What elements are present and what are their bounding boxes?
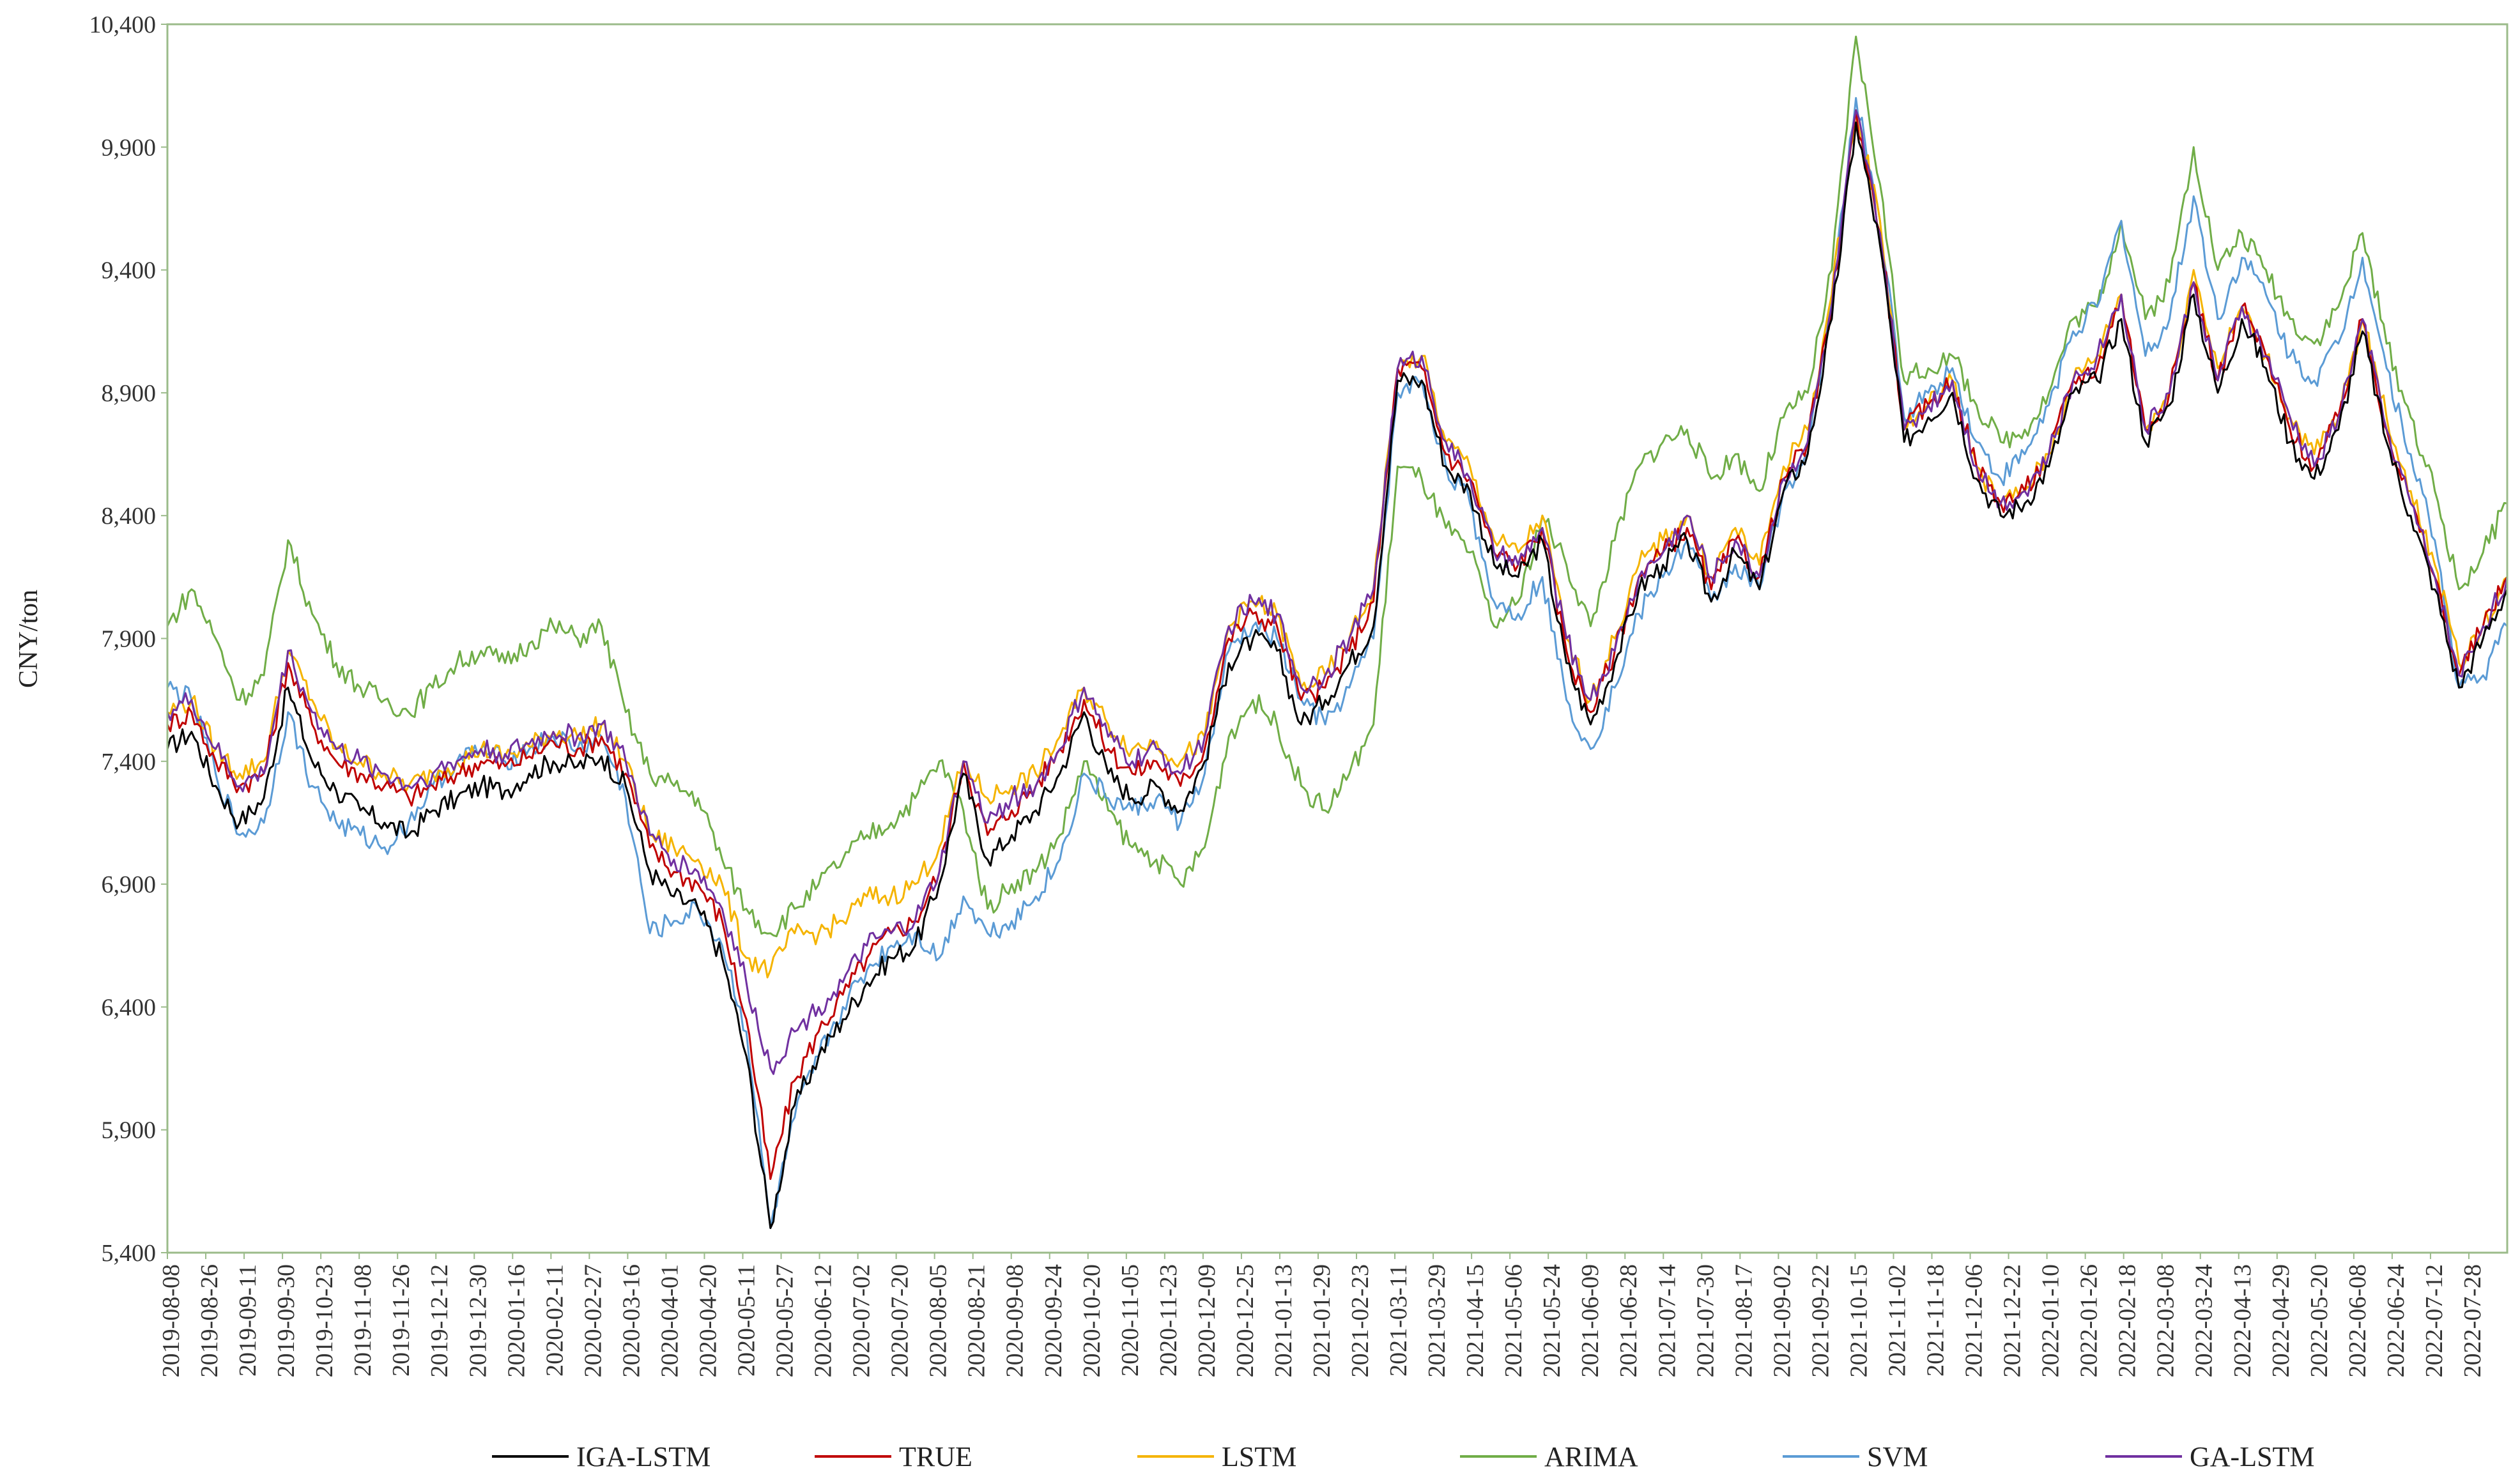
x-tick-label: 2020-08-05: [925, 1264, 952, 1377]
x-tick-label: 2019-09-11: [234, 1264, 261, 1377]
x-tick-label: 2022-04-29: [2268, 1264, 2294, 1377]
series-line-svm: [166, 96, 2508, 1229]
x-tick-label: 2021-05-24: [1539, 1264, 1565, 1377]
x-tick-label: 2022-05-20: [2306, 1264, 2333, 1377]
x-tick-label: 2020-07-02: [849, 1264, 875, 1377]
x-tick-label: 2020-05-27: [772, 1264, 799, 1377]
x-tick-label: 2020-08-21: [964, 1264, 990, 1377]
y-tick-label: 6,900: [102, 871, 157, 898]
legend: IGA-LSTM TRUE LSTM ARIMA SVM GA-LSTM: [492, 1441, 2315, 1472]
series-lines: [166, 35, 2508, 1229]
y-axis-label: CNY/ton: [14, 590, 43, 688]
x-tick-label: 2021-06-28: [1615, 1264, 1642, 1377]
x-tick-label: 2021-11-18: [1923, 1264, 1949, 1377]
y-tick-label: 6,400: [102, 994, 157, 1021]
x-tick-label: 2022-03-08: [2153, 1264, 2179, 1377]
plot-frame: [166, 23, 2508, 1254]
x-tick-label: 2021-07-30: [1692, 1264, 1719, 1377]
x-tick-label: 2022-02-18: [2114, 1264, 2141, 1377]
x-tick-label: 2020-02-27: [580, 1264, 606, 1377]
series-line-iga-lstm: [166, 121, 2508, 1229]
x-tick-label: 2020-05-11: [733, 1264, 760, 1377]
y-axis-ticks: 5,400 5,900 6,400 6,900 7,400 7,900 8,400 8,900…: [89, 11, 167, 1267]
x-tick-label: 2020-04-20: [695, 1264, 721, 1377]
y-tick-label: 9,900: [102, 134, 157, 161]
x-tick-label: 2021-10-15: [1845, 1264, 1872, 1377]
y-tick-label: 5,400: [102, 1240, 157, 1267]
x-tick-label: 2021-12-06: [1961, 1264, 1988, 1377]
x-tick-label: 2022-04-13: [2229, 1264, 2256, 1377]
x-tick-label: 2020-09-24: [1040, 1264, 1067, 1377]
x-tick-label: 2019-12-12: [426, 1264, 453, 1377]
y-tick-label: 8,400: [102, 503, 157, 530]
x-tick-label: 2021-11-02: [1884, 1264, 1910, 1377]
legend-label: LSTM: [1222, 1441, 1296, 1472]
x-tick-label: 2021-02-23: [1347, 1264, 1374, 1377]
x-tick-label: 2021-01-13: [1270, 1264, 1297, 1377]
y-tick-label: 7,400: [102, 749, 157, 775]
x-tick-label: 2019-10-23: [311, 1264, 338, 1377]
x-tick-label: 2022-07-28: [2459, 1264, 2486, 1377]
x-tick-label: 2021-06-09: [1577, 1264, 1604, 1377]
x-tick-label: 2021-01-29: [1309, 1264, 1335, 1377]
x-tick-label: 2019-12-30: [465, 1264, 491, 1377]
x-tick-label: 2020-06-12: [810, 1264, 837, 1377]
x-tick-label: 2019-11-26: [388, 1264, 415, 1377]
x-tick-label: 2020-03-16: [618, 1264, 645, 1377]
x-tick-label: 2021-09-02: [1769, 1264, 1795, 1377]
x-tick-label: 2020-04-01: [656, 1264, 683, 1377]
x-tick-label: 2022-01-10: [2038, 1264, 2064, 1377]
x-tick-label: 2021-03-11: [1385, 1264, 1412, 1377]
series-line-arima: [166, 35, 2508, 938]
y-tick-label: 5,900: [102, 1117, 157, 1144]
x-tick-label: 2020-07-20: [887, 1264, 914, 1377]
x-tick-label: 2020-09-08: [1002, 1264, 1029, 1377]
x-tick-label: 2019-08-08: [158, 1264, 185, 1377]
series-line-ga-lstm: [166, 109, 2508, 1075]
x-tick-label: 2021-09-22: [1807, 1264, 1834, 1377]
x-tick-label: 2022-06-08: [2344, 1264, 2371, 1377]
x-tick-label: 2020-02-11: [541, 1264, 568, 1377]
y-tick-label: 9,400: [102, 257, 157, 284]
x-tick-label: 2019-08-26: [196, 1264, 223, 1377]
x-tick-label: 2022-03-24: [2191, 1264, 2218, 1377]
x-tick-label: 2022-01-26: [2076, 1264, 2103, 1377]
x-tick-label: 2020-10-20: [1079, 1264, 1105, 1377]
legend-label: IGA-LSTM: [576, 1441, 711, 1472]
y-tick-label: 10,400: [89, 11, 157, 38]
x-tick-label: 2020-11-23: [1155, 1264, 1182, 1377]
x-tick-label: 2019-11-08: [350, 1264, 376, 1377]
x-tick-label: 2022-06-24: [2383, 1264, 2409, 1377]
legend-label: SVM: [1867, 1441, 1928, 1472]
x-tick-label: 2021-04-15: [1462, 1264, 1489, 1377]
x-tick-label: 2022-07-12: [2421, 1264, 2448, 1377]
y-tick-label: 8,900: [102, 380, 157, 407]
x-tick-label: 2021-07-14: [1654, 1264, 1680, 1377]
x-tick-label: 2019-09-30: [273, 1264, 300, 1377]
legend-label: ARIMA: [1544, 1441, 1638, 1472]
x-tick-label: 2020-12-25: [1232, 1264, 1259, 1377]
x-tick-label: 2021-03-29: [1424, 1264, 1450, 1377]
x-tick-label: 2021-05-06: [1500, 1264, 1527, 1377]
y-tick-label: 7,900: [102, 626, 157, 653]
x-tick-label: 2020-11-05: [1117, 1264, 1144, 1377]
legend-label: GA-LSTM: [2190, 1441, 2315, 1472]
legend-label: TRUE: [899, 1441, 972, 1472]
x-axis-ticks: 2019-08-08 2019-08-26 2019-09-11 2019-09-30…: [158, 1253, 2486, 1377]
x-tick-label: 2021-08-17: [1730, 1264, 1757, 1377]
x-tick-label: 2021-12-22: [1999, 1264, 2026, 1377]
series-line-lstm: [167, 109, 2508, 979]
series-line-true: [166, 109, 2508, 1180]
x-tick-label: 2020-01-16: [503, 1264, 530, 1377]
x-tick-label: 2020-12-09: [1194, 1264, 1220, 1377]
